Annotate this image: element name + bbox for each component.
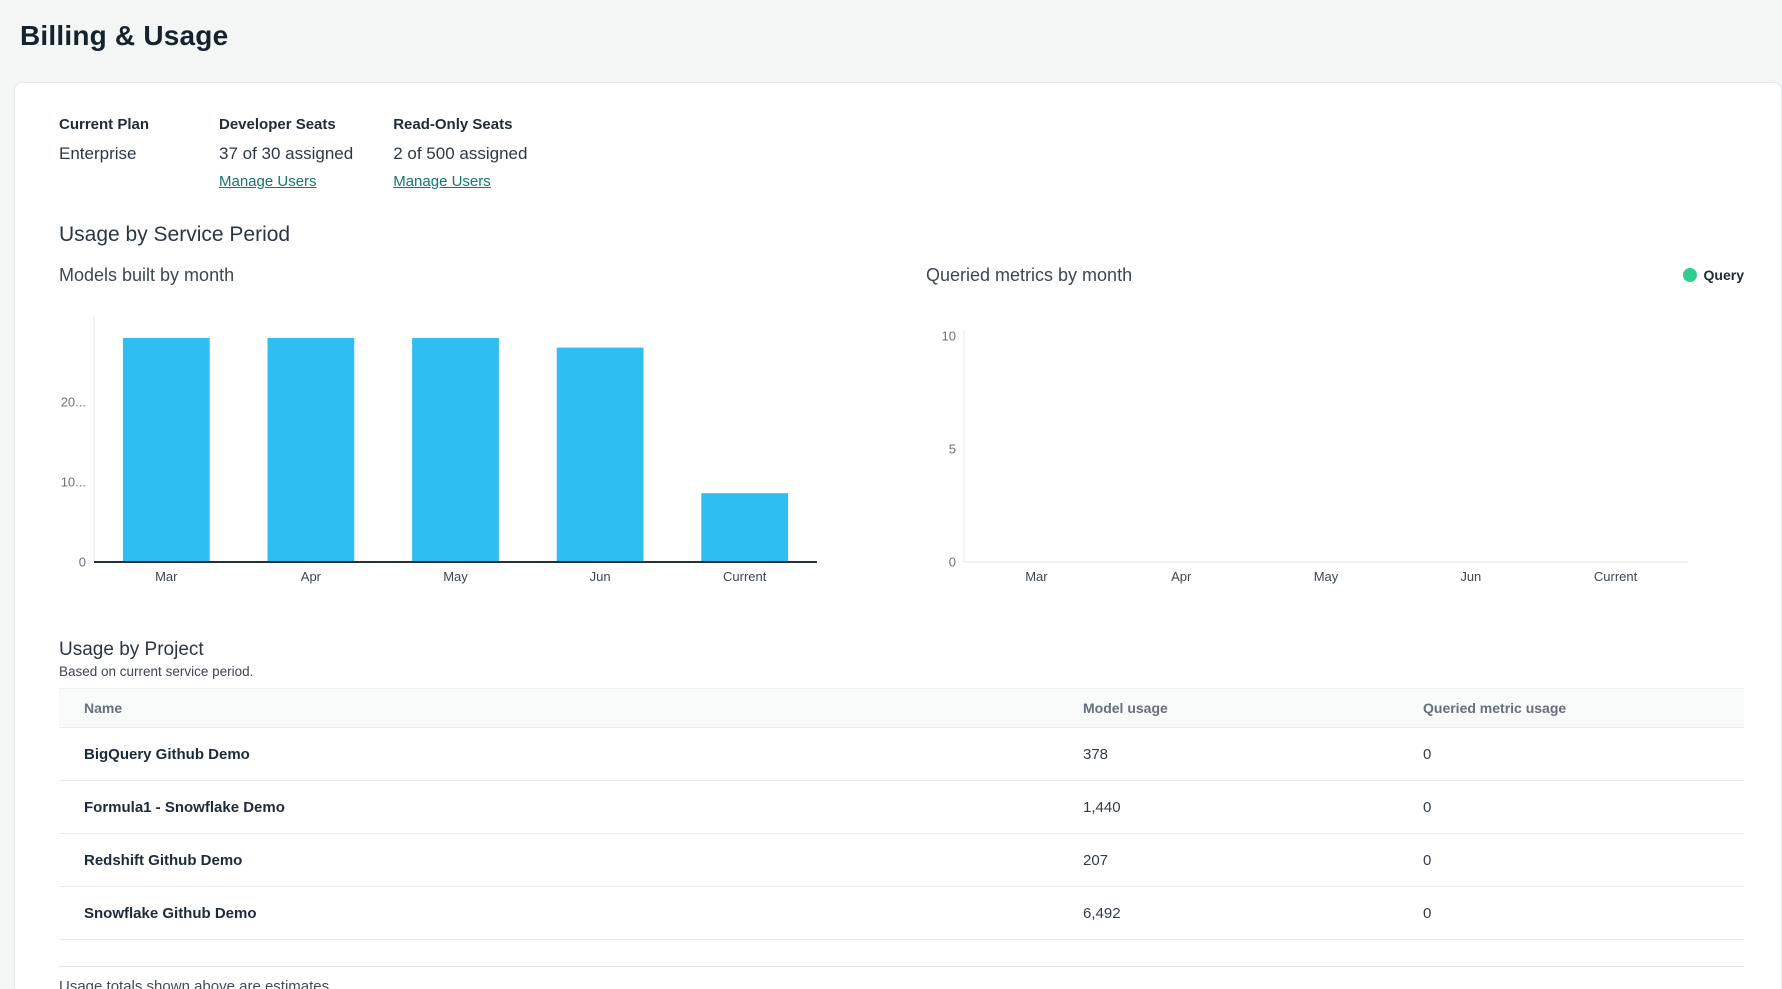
usage-by-service-period-heading: Usage by Service Period: [59, 223, 291, 246]
readonly-seats-label: Read-Only Seats: [393, 116, 513, 133]
y-tick-label: 10: [942, 329, 956, 344]
model-usage-value: 6,492: [1083, 904, 1121, 922]
bar-jun: [556, 347, 644, 562]
table-header-row: Name Model usage Queried metric usage: [59, 688, 1744, 728]
usage-by-project-subtitle: Based on current service period.: [59, 664, 254, 679]
developer-seats-value: 37 of 30 assigned: [219, 144, 354, 163]
bar-may: [412, 338, 499, 562]
usage-by-project-table: Name Model usage Queried metric usage BigQ…: [59, 688, 1744, 967]
bar-apr: [267, 338, 355, 562]
queried-metric-usage-value: 0: [1423, 851, 1432, 869]
x-tick-label: Jun: [590, 569, 611, 584]
query-legend-dot-icon: [1682, 268, 1697, 282]
readonly-seats-value: 2 of 500 assigned: [393, 144, 528, 163]
x-tick-label: Jun: [1460, 569, 1481, 584]
project-name: Snowflake Github Demo: [84, 904, 257, 922]
column-header-name: Name: [84, 700, 123, 716]
y-tick-label: 0: [79, 555, 86, 570]
table-bottom-spacer: [59, 940, 1744, 967]
page-header: Billing & Usage: [0, 0, 1782, 82]
x-tick-label: May: [1314, 569, 1339, 584]
current-plan-value: Enterprise: [59, 144, 137, 163]
model-usage-value: 207: [1083, 851, 1109, 869]
table-row: BigQuery Github Demo 378 0: [59, 728, 1744, 781]
bar-current: [701, 493, 789, 562]
readonly-manage-users-link[interactable]: Manage Users: [393, 173, 491, 190]
x-tick-label: May: [443, 569, 468, 584]
queried-metric-usage-value: 0: [1423, 745, 1432, 763]
queried-metrics-chart-header: Queried metrics by month Query: [926, 263, 1744, 287]
current-plan-column: Current Plan Enterprise: [59, 116, 179, 191]
x-tick-label: Mar: [1025, 569, 1048, 584]
model-usage-value: 1,440: [1083, 798, 1121, 816]
y-tick-label: 0: [949, 555, 956, 570]
queried-metrics-chart-plot: 0 5 10 Mar Apr May Jun Current: [942, 329, 1688, 584]
plan-summary: Current Plan Enterprise Developer Seats …: [59, 116, 1742, 191]
table-body: BigQuery Github Demo 378 0 Formula1 - Snowf…: [59, 728, 1744, 940]
project-name: Redshift Github Demo: [84, 851, 243, 869]
column-header-model-usage: Model usage: [1083, 700, 1168, 716]
project-name: Formula1 - Snowflake Demo: [84, 798, 285, 816]
queried-metric-usage-value: 0: [1423, 798, 1432, 816]
x-tick-label: Apr: [301, 569, 322, 584]
bar-mar: [122, 338, 210, 562]
query-legend-label: Query: [1703, 267, 1744, 283]
query-legend: Query: [1682, 267, 1744, 283]
page-title: Billing & Usage: [20, 20, 229, 51]
x-tick-label: Current: [723, 569, 767, 584]
project-name: BigQuery Github Demo: [84, 745, 250, 763]
developer-seats-label: Developer Seats: [219, 116, 336, 133]
billing-card: Current Plan Enterprise Developer Seats …: [14, 82, 1782, 989]
charts-row: Models built by month 0 10... 20... Mar Apr M…: [59, 263, 1744, 591]
y-tick-label: 10...: [61, 475, 86, 490]
y-tick-label: 20...: [61, 395, 86, 410]
x-tick-label: Apr: [1171, 569, 1192, 584]
models-built-chart-header: Models built by month: [59, 263, 821, 287]
x-tick-label: Mar: [155, 569, 178, 584]
queried-metric-usage-value: 0: [1423, 904, 1432, 922]
table-row: Snowflake Github Demo 6,492 0: [59, 887, 1744, 940]
current-plan-label: Current Plan: [59, 116, 150, 133]
x-tick-label: Current: [1594, 569, 1638, 584]
column-header-queried-metric-usage: Queried metric usage: [1423, 700, 1567, 716]
table-row: Redshift Github Demo 207 0: [59, 834, 1744, 887]
developer-manage-users-link[interactable]: Manage Users: [219, 173, 317, 190]
models-built-chart-title: Models built by month: [59, 264, 235, 285]
model-usage-value: 378: [1083, 745, 1109, 763]
models-built-chart: Models built by month 0 10... 20... Mar Apr M…: [59, 263, 821, 591]
table-row: Formula1 - Snowflake Demo 1,440 0: [59, 781, 1744, 834]
developer-seats-column: Developer Seats 37 of 30 assigned Manage…: [219, 116, 353, 191]
readonly-seats-column: Read-Only Seats 2 of 500 assigned Manage…: [393, 116, 527, 191]
queried-metrics-chart-title: Queried metrics by month: [926, 264, 1133, 285]
usage-estimates-footnote: Usage totals shown above are estimates.: [59, 978, 334, 989]
models-built-chart-plot: 0 10... 20... Mar Apr May Jun Current: [61, 316, 817, 584]
y-tick-label: 5: [949, 442, 956, 457]
usage-by-project-heading: Usage by Project: [59, 639, 204, 660]
queried-metrics-chart: Queried metrics by month Query 0 5 10 Mar Ap…: [926, 263, 1744, 591]
